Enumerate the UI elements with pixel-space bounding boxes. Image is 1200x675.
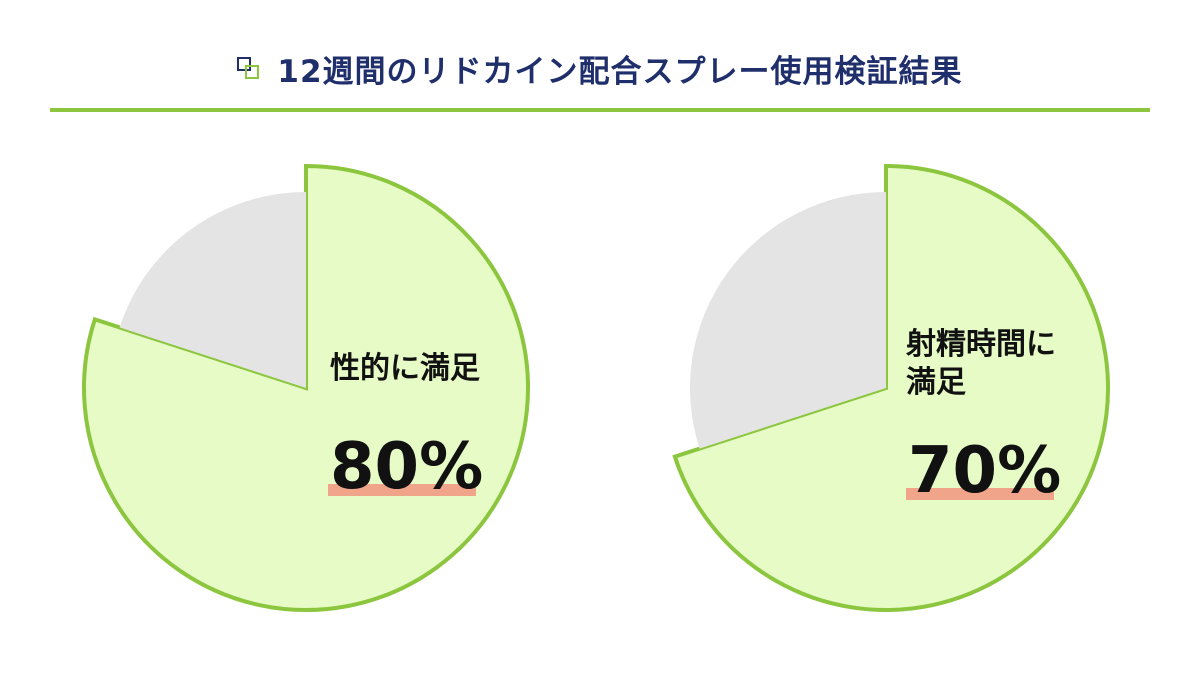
pie-slice-remainder	[689, 192, 886, 449]
page-title: 12週間のリドカイン配合スプレー使用検証結果	[277, 54, 963, 90]
pie-value-label: 80%	[330, 430, 483, 504]
pie-category-label: 性的に満足	[330, 351, 480, 386]
pie-value-label: 70%	[908, 434, 1061, 508]
value-underline	[328, 484, 476, 496]
header: 12週間のリドカイン配合スプレー使用検証結果	[0, 0, 1200, 112]
pie-category-label: 射精時間に	[906, 327, 1056, 362]
title-row: 12週間のリドカイン配合スプレー使用検証結果	[0, 46, 1200, 91]
pie-slice-remainder	[119, 192, 306, 388]
pie-chart-sexual-satisfaction: 性的に満足 80%	[82, 163, 530, 612]
pie-category-label: 満足	[906, 365, 966, 400]
value-underline	[906, 488, 1054, 500]
pie-slice-satisfied	[82, 163, 530, 612]
overlapping-squares-icon	[237, 56, 263, 81]
title-divider	[50, 108, 1150, 112]
